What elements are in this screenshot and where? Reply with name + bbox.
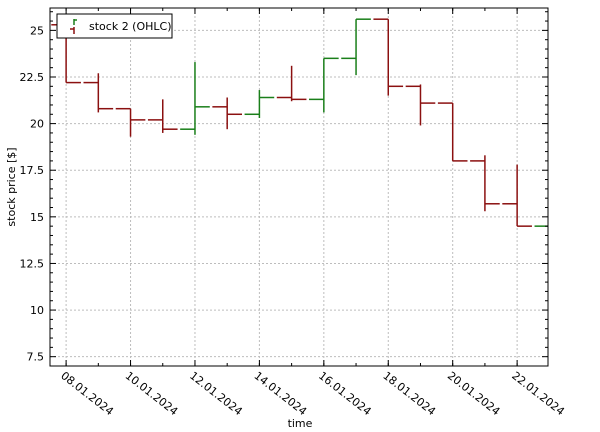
ohlc-bar xyxy=(405,84,436,126)
x-tick-label: 08.01.2024 xyxy=(58,369,116,418)
plot-frame xyxy=(49,7,549,367)
y-tick-labels: 7.5 10 12.5 15 17.5 20 22.5 25 xyxy=(20,24,45,363)
x-tick-label: 10.01.2024 xyxy=(123,369,181,418)
ohlc-bar xyxy=(147,99,178,133)
ohlc-bar xyxy=(115,107,146,137)
ohlc-bar xyxy=(470,155,500,212)
y-tick-label: 22.5 xyxy=(20,71,45,84)
legend-label: stock 2 (OHLC) xyxy=(89,20,172,33)
x-tick-label: 16.01.2024 xyxy=(316,369,374,418)
plot-background xyxy=(50,8,548,366)
legend-ohlc-icon xyxy=(70,19,77,34)
x-tick-label: 22.01.2024 xyxy=(509,369,567,418)
x-tick-label: 20.01.2024 xyxy=(445,369,503,418)
x-tick-label: 14.01.2024 xyxy=(252,369,310,418)
legend-box xyxy=(56,13,173,39)
grid xyxy=(50,8,548,366)
ohlc-bar xyxy=(341,18,371,76)
y-axis-title: stock price [$] xyxy=(5,147,18,226)
ohlc-bar xyxy=(437,102,468,162)
x-axis-title: time xyxy=(288,417,313,430)
ohlc-bar xyxy=(373,18,404,96)
y-tick-label: 10 xyxy=(30,304,44,317)
ohlc-bar xyxy=(212,97,243,130)
ohlc-bar xyxy=(83,73,114,113)
y-tick-label: 20 xyxy=(30,118,44,131)
y-tick-label: 25 xyxy=(30,24,44,37)
ohlc-bar xyxy=(502,164,532,227)
x-tick-labels: 08.01.2024 10.01.2024 12.01.2024 14.01.2024… xyxy=(58,369,567,418)
x-tick-label: 12.01.2024 xyxy=(187,369,245,418)
y-tick-label: 7.5 xyxy=(27,351,45,364)
legend: stock 2 (OHLC) xyxy=(56,13,173,39)
ohlc-bar xyxy=(276,65,307,102)
y-tick-label: 12.5 xyxy=(20,257,45,270)
x-tick-label: 18.01.2024 xyxy=(380,369,438,418)
y-tick-label: 15 xyxy=(30,211,44,224)
y-tick-label: 17.5 xyxy=(20,164,45,177)
ohlc-bar xyxy=(244,90,275,119)
ohlc-bar xyxy=(309,57,339,113)
ohlc-bar xyxy=(180,62,210,135)
ohlc-bars xyxy=(51,18,548,227)
axis-ticks xyxy=(50,8,548,367)
